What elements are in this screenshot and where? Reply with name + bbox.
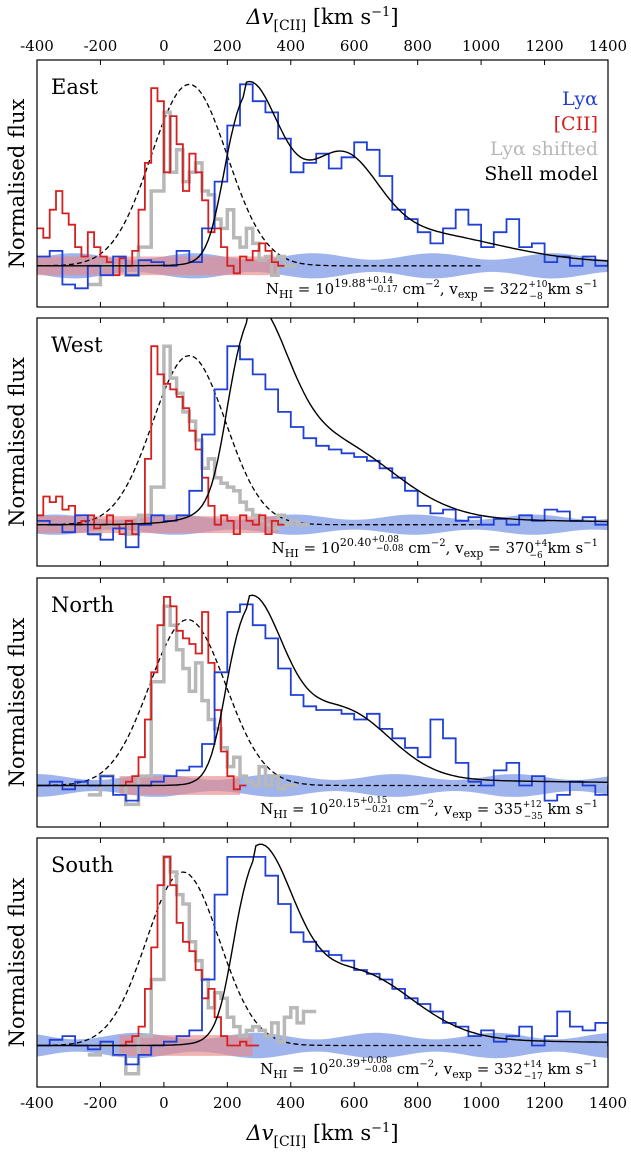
lya-line xyxy=(37,345,608,549)
panel-south: South Normalised flux NHI = 1020.39+0.08 −… xyxy=(5,837,609,1088)
panel-west: West Normalised flux NHI = 1020.40+0.08 −0… xyxy=(5,317,609,567)
intrinsic-gaussian-dashed xyxy=(37,354,482,526)
panel-annotation: NHI = 1019.88+0.14 −0.17 cm−2, vexp = 32… xyxy=(266,276,598,302)
cii-line xyxy=(119,596,247,791)
panel-plot-area xyxy=(37,80,608,290)
cii-error-band xyxy=(119,776,241,795)
lya-shifted-line xyxy=(87,344,310,536)
y-axis-label: Normalised flux xyxy=(5,357,29,527)
panel-plot-area xyxy=(37,843,608,1076)
lya-shifted-line xyxy=(87,604,298,807)
panel-title: South xyxy=(51,853,114,877)
top-tick-label: -200 xyxy=(84,37,118,55)
panel-frame xyxy=(36,317,609,567)
panel-plot-area xyxy=(37,318,608,549)
bottom-tick-label: 400 xyxy=(276,1094,305,1112)
intrinsic-gaussian-dashed xyxy=(37,871,482,1047)
legend-item: Shell model xyxy=(484,163,598,185)
panel-frame xyxy=(36,577,609,828)
lya-shifted-line xyxy=(87,110,298,287)
top-tick-label: 1000 xyxy=(462,37,500,55)
intrinsic-gaussian-dashed xyxy=(37,83,482,267)
top-tick-label: 400 xyxy=(276,37,305,55)
bottom-x-axis-title: Δv[CII] [km s−1] xyxy=(245,1121,398,1150)
lya-shifted-line xyxy=(87,855,317,1076)
panel-east: East Normalised flux Lyα [CII] Lyα shifted Sh… xyxy=(5,59,609,308)
top-tick-label: 200 xyxy=(213,37,242,55)
legend-item: Lyα xyxy=(562,88,598,110)
top-tick-label: 800 xyxy=(403,37,432,55)
panel-annotation: NHI = 1020.15+0.15 −0.21 cm−2, vexp = 33… xyxy=(260,796,598,822)
top-tick-label: 1200 xyxy=(525,37,563,55)
top-tick-label: 1400 xyxy=(589,37,627,55)
shell-model-line xyxy=(37,843,608,1047)
intrinsic-gaussian-dashed xyxy=(37,618,482,787)
cii-error-band xyxy=(119,1035,253,1056)
bottom-tick-label: 1200 xyxy=(525,1094,563,1112)
cii-line xyxy=(37,87,285,277)
panel-title: West xyxy=(51,333,103,357)
panel-annotation: NHI = 1020.40+0.08 −0.08 cm−2, vexp = 37… xyxy=(272,535,598,561)
cii-line xyxy=(119,856,260,1047)
top-tick-label: 0 xyxy=(159,37,169,55)
top-x-axis: Δv[CII] [km s−1] -400 -200 0 200 400 600 800 100… xyxy=(20,5,627,55)
bottom-tick-label: 1000 xyxy=(462,1094,500,1112)
panel-north: North Normalised flux NHI = 1020.15+0.15 −… xyxy=(5,577,609,828)
panel-title: East xyxy=(51,75,99,99)
top-tick-label: 600 xyxy=(340,37,369,55)
bottom-tick-label: 600 xyxy=(340,1094,369,1112)
y-axis-label: Normalised flux xyxy=(5,878,29,1048)
shell-model-line xyxy=(37,80,608,267)
bottom-x-axis: -400 -200 0 200 400 600 800 1000 1200 1400 Δv[CII]… xyxy=(20,1094,627,1150)
lya-line xyxy=(37,603,608,802)
bottom-tick-label: 200 xyxy=(213,1094,242,1112)
y-axis-label: Normalised flux xyxy=(5,99,29,269)
bottom-tick-label: 800 xyxy=(403,1094,432,1112)
shell-model-line xyxy=(37,318,608,526)
bottom-tick-label: -400 xyxy=(20,1094,54,1112)
panel-annotation: NHI = 1020.39+0.08 −0.08 cm−2, vexp = 33… xyxy=(260,1056,598,1082)
panel-plot-area xyxy=(37,594,608,807)
panel-frame xyxy=(36,59,609,308)
panel-frame xyxy=(36,837,609,1088)
legend-item: [CII] xyxy=(554,113,598,135)
panels: East Normalised flux Lyα [CII] Lyα shifted Sh… xyxy=(5,59,609,1088)
top-x-axis-title: Δv[CII] [km s−1] xyxy=(245,5,398,34)
panel-title: North xyxy=(51,593,114,617)
y-axis-label: Normalised flux xyxy=(5,618,29,788)
lya-line xyxy=(37,83,608,290)
bottom-tick-label: 0 xyxy=(159,1094,169,1112)
shell-model-line xyxy=(37,594,608,787)
top-tick-label: -400 xyxy=(20,37,54,55)
bottom-tick-label: 1400 xyxy=(589,1094,627,1112)
lya-line xyxy=(37,856,608,1066)
bottom-tick-label: -200 xyxy=(84,1094,118,1112)
legend-item: Lyα shifted xyxy=(490,138,598,160)
